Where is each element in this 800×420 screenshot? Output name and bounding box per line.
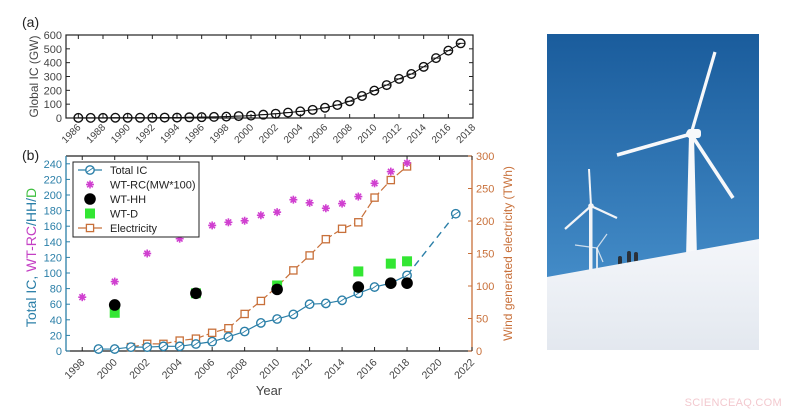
svg-text:2008: 2008 [331,122,355,146]
legend-entry: Total IC [110,165,147,177]
svg-text:2022: 2022 [452,357,477,382]
panel-a-label: (a) [22,14,39,30]
legend: Total IC WT-RC(MW*100) WT-HH WT-D Electricit… [72,161,200,238]
svg-text:1992: 1992 [134,122,158,146]
svg-text:2012: 2012 [381,122,405,146]
svg-text:40: 40 [50,315,62,327]
svg-text:2018: 2018 [455,122,479,146]
svg-text:2012: 2012 [290,357,315,382]
y-axis-label-a: Global IC (GW) [27,35,41,117]
svg-text:160: 160 [44,221,62,233]
svg-text:2018: 2018 [387,357,412,382]
svg-text:1986: 1986 [60,122,84,146]
svg-text:300: 300 [44,72,62,84]
series-wt-hh [108,277,413,311]
svg-text:2004: 2004 [160,357,185,382]
photo-image [547,34,759,350]
svg-text:2014: 2014 [405,122,429,146]
legend-entry: WT-RC(MW*100) [110,180,196,192]
svg-text:100: 100 [44,99,62,111]
svg-text:2006: 2006 [192,357,217,382]
svg-text:100: 100 [476,281,494,293]
svg-text:2010: 2010 [257,357,282,382]
figure-charts: (a) 0 100 200 300 400 500 600 1986 1988 1990 1992 19… [22,14,515,398]
y-axis-label-b: Total IC, WT-RC/HH/D [23,188,39,327]
svg-text:2016: 2016 [430,122,454,146]
svg-text:0: 0 [56,346,62,358]
svg-text:50: 50 [476,314,488,326]
wind-turbine-photo [547,34,759,350]
svg-text:200: 200 [476,216,494,228]
svg-text:60: 60 [50,299,62,311]
svg-text:2002: 2002 [127,357,152,382]
legend-entry: WT-HH [110,194,146,206]
svg-text:200: 200 [44,190,62,202]
svg-text:2000: 2000 [233,122,257,146]
svg-text:0: 0 [56,113,62,125]
svg-text:20: 20 [50,330,62,342]
svg-text:100: 100 [44,268,62,280]
svg-text:600: 600 [44,30,62,42]
svg-text:120: 120 [44,252,62,264]
svg-text:250: 250 [476,184,494,196]
legend-entry: WT-D [110,209,138,221]
svg-text:240: 240 [44,159,62,171]
svg-text:2016: 2016 [355,357,380,382]
chart-b: (b) 0 20 40 60 80 100 120 140 160 180 200 220 240 0 50 1… [22,147,515,398]
svg-text:2002: 2002 [257,122,281,146]
svg-text:220: 220 [44,174,62,186]
series-wt-rc-mw-100- [78,159,412,302]
svg-text:80: 80 [50,284,62,296]
far-turbine [564,168,618,276]
svg-text:200: 200 [44,85,62,97]
svg-text:0: 0 [476,346,482,358]
series-wt-d [109,256,413,318]
svg-text:140: 140 [44,237,62,249]
svg-text:2000: 2000 [95,357,120,382]
x-axis-label-b: Year [256,383,283,398]
svg-text:300: 300 [476,151,494,163]
svg-text:2020: 2020 [420,357,445,382]
svg-text:1996: 1996 [183,122,207,146]
svg-text:150: 150 [476,249,494,261]
y2-axis-label-b: Wind generated electricity (TWh) [501,166,515,341]
svg-text:2014: 2014 [322,357,347,382]
svg-text:400: 400 [44,58,62,70]
snow-hill [547,239,759,350]
panel-b-label: (b) [22,147,39,163]
svg-text:1998: 1998 [208,122,232,146]
svg-text:1990: 1990 [109,122,133,146]
legend-entry: Electricity [110,223,158,235]
svg-text:2008: 2008 [225,357,250,382]
svg-text:1994: 1994 [159,122,183,146]
svg-text:2004: 2004 [282,122,306,146]
svg-text:2010: 2010 [356,122,380,146]
main-turbine [616,51,735,258]
svg-text:1988: 1988 [85,122,109,146]
svg-text:180: 180 [44,206,62,218]
svg-text:2006: 2006 [307,122,331,146]
watermark: SCIENCEAQ.COM [684,397,782,409]
svg-text:500: 500 [44,44,62,56]
svg-text:1998: 1998 [62,357,87,382]
